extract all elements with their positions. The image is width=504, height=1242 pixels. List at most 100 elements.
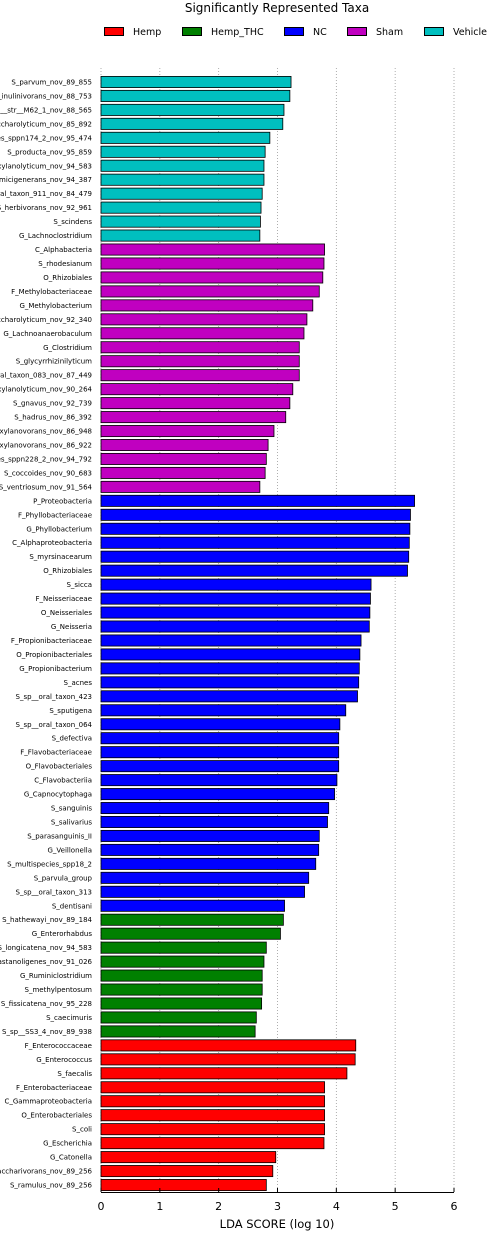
category-label: S_fastanoligenes_nov_91_026 (0, 958, 93, 966)
category-label: O_Propionibacteriales (16, 651, 92, 659)
category-label: S_ramulus_nov_89_256 (10, 1182, 93, 1190)
bar (100, 159, 265, 172)
legend-swatch (182, 27, 202, 36)
x-axis-label: LDA SCORE (log 10) (219, 1217, 335, 1231)
bar (100, 383, 294, 396)
bar (100, 439, 269, 451)
bar (100, 257, 325, 270)
bar (100, 829, 320, 842)
category-label: S_gnavus_nov_92_739 (13, 400, 92, 408)
bar (100, 802, 330, 815)
bar (100, 117, 284, 130)
bar (100, 564, 408, 577)
category-label: G_Ruminiclostridium (20, 972, 92, 980)
bar (100, 690, 358, 703)
legend-item-sham: Sham (347, 27, 403, 38)
bar (100, 606, 371, 619)
category-label: S_salivarius (51, 818, 92, 826)
category-label: S_species_sppn228_2_nov_94_792 (0, 455, 92, 463)
category-label: F_Neisseriaceae (36, 595, 92, 603)
category-label: S_saccharolyticum_nov_92_340 (0, 316, 92, 324)
bar (100, 131, 271, 144)
bar (100, 857, 317, 870)
category-label: G_Neisseria (51, 623, 92, 631)
category-label: S_sp__SS3_4_nov_89_938 (2, 1028, 92, 1036)
category-label: S_caecimuris (46, 1014, 92, 1022)
bar (100, 1011, 257, 1024)
category-label: S_oral_taxon_911_nov_84_479 (0, 190, 92, 198)
bar (100, 1053, 356, 1066)
category-label: S_xylanolyticum_nov_94_583 (0, 162, 92, 170)
category-label: F_Flavobacteriaceae (20, 749, 92, 757)
category-label: S_xylanovorans_nov_86_922 (0, 442, 92, 450)
category-label: F_Phyllobacteriaceae (18, 511, 92, 519)
bar (100, 397, 291, 410)
category-label: S_oral_taxon_083_nov_87_449 (0, 372, 92, 380)
category-label: S_xylanolyticum_nov_90_264 (0, 386, 93, 394)
bar (100, 955, 265, 968)
category-label: S_parvum_nov_89_855 (11, 78, 92, 86)
category-label: G_Enterococcus (36, 1056, 92, 1064)
category-label: S_herbivorans_nov_92_961 (0, 204, 92, 212)
category-label: S_sanguinis (51, 805, 93, 813)
bar (100, 899, 285, 912)
legend-swatch (104, 27, 124, 36)
legend-swatch (424, 27, 444, 36)
category-label: O_Enterobacteriales (21, 1112, 92, 1120)
legend-label: Hemp_THC (211, 27, 264, 38)
bar (100, 1095, 325, 1108)
legend-item-hemp: Hemp (104, 27, 161, 38)
bar (100, 634, 362, 647)
x-axis: 0 1 2 3 4 5 6 (98, 1188, 458, 1213)
bar (100, 508, 411, 521)
bar (100, 1179, 267, 1192)
category-label: P_Proteobacteria (33, 497, 92, 505)
bar (100, 1123, 325, 1136)
bar (100, 760, 340, 773)
category-label: S_producta_nov_95_859 (7, 148, 92, 156)
bar (100, 1039, 357, 1052)
x-tick-label: 3 (274, 1200, 281, 1213)
bar (100, 215, 261, 228)
bar (100, 774, 338, 787)
bar (100, 662, 360, 675)
category-label: F_Methylobacteriaceae (11, 288, 92, 296)
category-label: S_defectiva (52, 735, 92, 743)
bars (100, 76, 415, 1192)
category-label: S_glycyrrhizinilyticum (16, 358, 92, 366)
legend-swatch (284, 27, 304, 36)
bar (100, 494, 415, 507)
bar (100, 480, 261, 493)
category-label: G_Lachnoclostridium (19, 232, 92, 240)
bar (100, 550, 410, 563)
category-label: S_methylpentosum (25, 986, 93, 994)
bar (100, 620, 370, 633)
bar (100, 997, 263, 1010)
x-tick-label: 6 (451, 1200, 458, 1213)
bar (100, 299, 314, 312)
category-label: S__str__M62_1_nov_88_565 (0, 106, 92, 114)
category-label: S_myrsinacearum (29, 553, 92, 561)
x-tick-label: 4 (333, 1200, 340, 1213)
category-label: G_Clostridium (43, 344, 92, 352)
bar (100, 271, 324, 284)
bar (100, 969, 263, 982)
category-label: C_Flavobacteriia (34, 777, 92, 785)
bar (100, 355, 300, 368)
bar (100, 187, 263, 200)
category-label: O_Flavobacteriales (26, 763, 93, 771)
legend-item-vehicle: Vehicle (424, 27, 487, 38)
bar (100, 229, 261, 242)
category-label: G_Methylobacterium (19, 302, 92, 310)
chart-title: Significantly Represented Taxa (184, 1, 370, 15)
category-label: S_sp__oral_taxon_423 (16, 693, 92, 701)
category-label: F_Enterococcaceae (25, 1042, 92, 1050)
bar (100, 983, 263, 996)
category-label: G_Veillonella (47, 846, 92, 854)
category-label: S_faecalis (57, 1070, 92, 1078)
bar (100, 816, 328, 828)
category-label: S_scindens (53, 218, 92, 226)
category-label: S_saccharivorans_nov_89_256 (0, 1168, 93, 1176)
legend-label: Sham (376, 27, 404, 38)
